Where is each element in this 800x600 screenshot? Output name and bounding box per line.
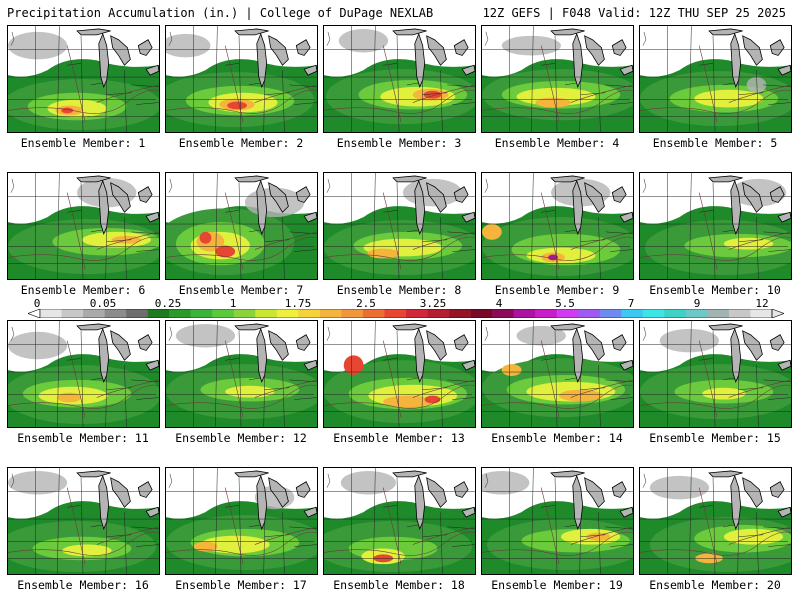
- ensemble-member-label: Ensemble Member: 11: [17, 431, 149, 445]
- colorbar-swatch: [406, 309, 428, 318]
- ensemble-member-map: [639, 172, 792, 280]
- colorbar-swatch: [513, 309, 536, 318]
- colorbar-tick-label: 4: [495, 297, 503, 310]
- colorbar-swatch: [319, 309, 342, 318]
- ensemble-member-map: [7, 172, 160, 280]
- colorbar-swatch: [728, 309, 751, 318]
- colorbar-tick-label: 1.75: [284, 297, 312, 310]
- ensemble-member-label: Ensemble Member: 1: [20, 136, 146, 150]
- colorbar-swatch: [126, 309, 148, 318]
- colorbar-swatch: [212, 309, 235, 318]
- colorbar-swatch: [492, 309, 514, 318]
- colorbar-swatch: [190, 309, 213, 318]
- colorbar-swatch: [427, 309, 450, 318]
- ensemble-member-label: Ensemble Member: 17: [175, 578, 307, 592]
- ensemble-member-map: [481, 25, 634, 133]
- colorbar-tick-label: 0.25: [154, 297, 182, 310]
- colorbar-swatch: [750, 309, 773, 318]
- colorbar-swatch: [104, 309, 127, 318]
- colorbar-swatch: [707, 309, 730, 318]
- colorbar-max-arrow: [771, 309, 784, 318]
- colorbar-swatch: [40, 309, 62, 318]
- ensemble-member-label: Ensemble Member: 2: [178, 136, 304, 150]
- colorbar-swatch: [578, 309, 601, 318]
- colorbar-swatch: [664, 309, 687, 318]
- ensemble-member-label: Ensemble Member: 8: [336, 283, 462, 297]
- colorbar-swatch: [449, 309, 471, 318]
- ensemble-member-map: [7, 467, 160, 575]
- colorbar-swatch: [61, 309, 84, 318]
- ensemble-member-map: [323, 25, 476, 133]
- colorbar-swatch: [255, 309, 278, 318]
- ensemble-member-label: Ensemble Member: 16: [17, 578, 149, 592]
- colorbar-swatch: [362, 309, 385, 318]
- ensemble-member-label: Ensemble Member: 12: [175, 431, 307, 445]
- ensemble-member-map: [7, 25, 160, 133]
- ensemble-member-label: Ensemble Member: 6: [20, 283, 146, 297]
- colorbar-tick-label: 7: [627, 297, 635, 310]
- ensemble-member-label: Ensemble Member: 13: [333, 431, 465, 445]
- colorbar-swatch: [341, 309, 364, 318]
- colorbar-swatch: [470, 309, 493, 318]
- colorbar-swatch: [535, 309, 558, 318]
- ensemble-member-label: Ensemble Member: 18: [333, 578, 465, 592]
- colorbar-min-arrow: [28, 309, 41, 318]
- colorbar-swatch: [685, 309, 708, 318]
- colorbar-swatch: [599, 309, 622, 318]
- colorbar-swatch: [642, 309, 665, 318]
- ensemble-member-map: [481, 467, 634, 575]
- ensemble-member-label: Ensemble Member: 10: [649, 283, 781, 297]
- chart-title: Precipitation Accumulation (in.) | Colle…: [7, 6, 434, 20]
- ensemble-member-map: [165, 320, 318, 428]
- colorbar-swatch: [233, 309, 256, 318]
- colorbar-swatch: [298, 309, 321, 318]
- colorbar-tick-label: 9: [693, 297, 701, 310]
- colorbar-tick-label: 2.5: [356, 297, 376, 310]
- ensemble-member-map: [165, 172, 318, 280]
- ensemble-member-label: Ensemble Member: 4: [494, 136, 620, 150]
- colorbar-swatch: [621, 309, 644, 318]
- ensemble-member-map: [481, 172, 634, 280]
- ensemble-member-label: Ensemble Member: 14: [491, 431, 623, 445]
- colorbar-swatch: [169, 309, 192, 318]
- ensemble-member-label: Ensemble Member: 15: [649, 431, 781, 445]
- colorbar-tick-label: 0.05: [89, 297, 117, 310]
- ensemble-member-label: Ensemble Member: 5: [652, 136, 778, 150]
- ensemble-member-map: [639, 320, 792, 428]
- ensemble-member-map: [323, 320, 476, 428]
- ensemble-member-label: Ensemble Member: 20: [649, 578, 781, 592]
- ensemble-member-label: Ensemble Member: 3: [336, 136, 462, 150]
- ensemble-member-map: [481, 320, 634, 428]
- colorbar-swatch: [384, 309, 407, 318]
- ensemble-member-label: Ensemble Member: 7: [178, 283, 304, 297]
- ensemble-member-map: [639, 25, 792, 133]
- colorbar-tick-label: 0: [33, 297, 41, 310]
- colorbar-tick-label: 5.5: [555, 297, 575, 310]
- ensemble-member-map: [323, 467, 476, 575]
- color-scale-bar: [28, 309, 784, 318]
- colorbar-tick-label: 12: [755, 297, 769, 310]
- colorbar-swatch: [276, 309, 299, 318]
- colorbar-tick-label: 3.25: [419, 297, 447, 310]
- ensemble-member-map: [165, 25, 318, 133]
- ensemble-member-label: Ensemble Member: 9: [494, 283, 620, 297]
- ensemble-member-map: [639, 467, 792, 575]
- colorbar-swatch: [147, 309, 170, 318]
- colorbar-swatch: [83, 309, 105, 318]
- colorbar-swatch: [556, 309, 579, 318]
- ensemble-member-label: Ensemble Member: 19: [491, 578, 623, 592]
- colorbar-tick-label: 1: [229, 297, 237, 310]
- ensemble-member-map: [165, 467, 318, 575]
- ensemble-member-map: [323, 172, 476, 280]
- model-valid-time: 12Z GEFS | F048 Valid: 12Z THU SEP 25 20…: [482, 6, 786, 20]
- ensemble-member-map: [7, 320, 160, 428]
